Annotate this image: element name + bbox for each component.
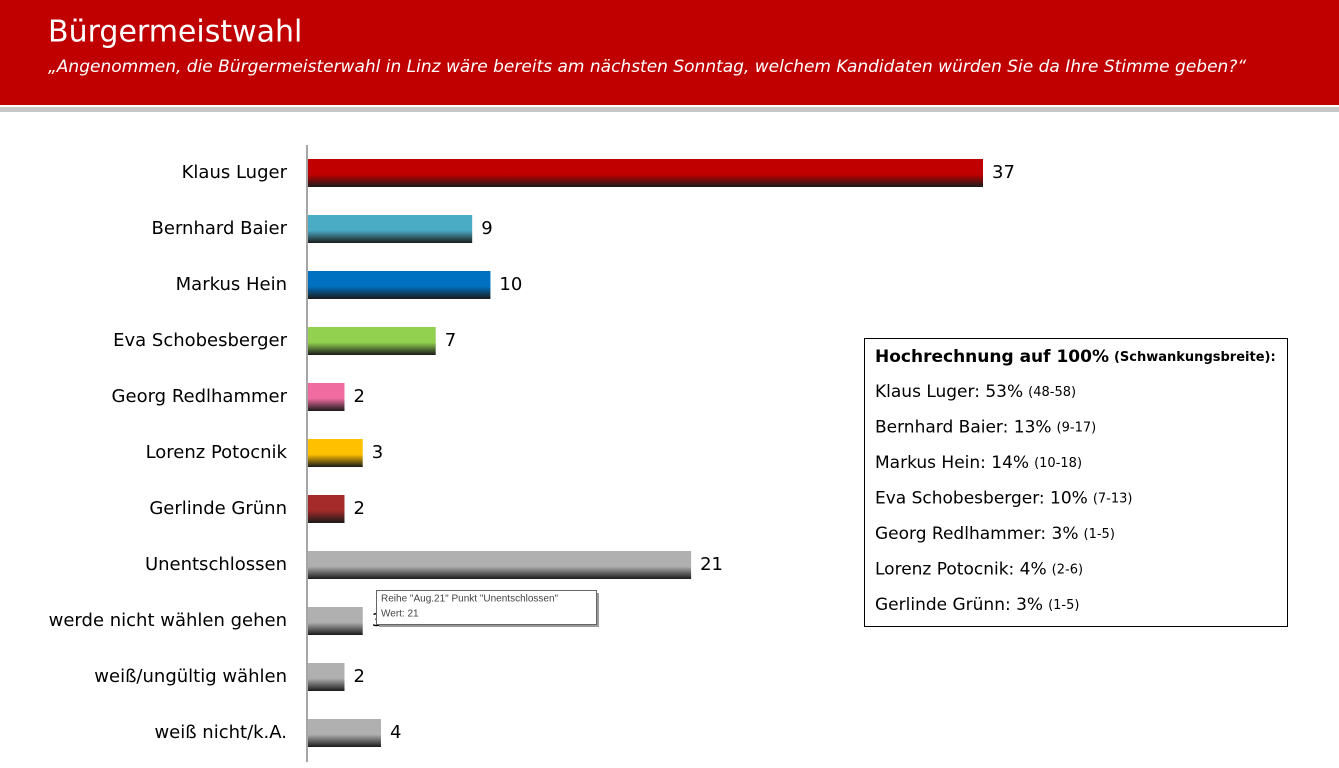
value-label: 10	[499, 274, 522, 295]
bar	[308, 159, 983, 187]
tooltip-line: Wert: 21	[381, 609, 419, 620]
info-box-row: Lorenz Potocnik: 4% (2-6)	[875, 560, 1083, 580]
row-range: (1-5)	[1048, 598, 1079, 613]
bar	[308, 551, 692, 579]
info-box-content: Hochrechnung auf 100% (Schwankungsbreite)…	[875, 347, 1276, 615]
bar	[308, 719, 381, 747]
row-text: Klaus Luger: 53%	[875, 382, 1023, 402]
row-text: Lorenz Potocnik: 4%	[875, 560, 1047, 580]
row-range: (1-5)	[1084, 527, 1115, 542]
category-label: Lorenz Potocnik	[146, 442, 288, 463]
chart-subtitle: „Angenommen, die Bürgermeisterwahl in Li…	[48, 57, 1246, 77]
value-label: 2	[353, 498, 364, 519]
bar	[308, 607, 363, 635]
info-box	[864, 338, 1288, 627]
row-text: Georg Redlhammer: 3%	[875, 524, 1079, 544]
info-box-row: Gerlinde Grünn: 3% (1-5)	[875, 595, 1079, 615]
row-range: (7-13)	[1093, 491, 1133, 506]
value-label: 37	[992, 162, 1015, 183]
info-box-row: Klaus Luger: 53% (48-58)	[875, 382, 1076, 402]
chart-title: Bürgermeistwahl	[48, 15, 302, 50]
value-label: 2	[353, 386, 364, 407]
tooltip: Reihe "Aug.21" Punkt "Unentschlossen" Wer…	[376, 590, 599, 627]
category-label: Unentschlossen	[145, 554, 287, 575]
row-text: Bernhard Baier: 13%	[875, 418, 1052, 438]
bar	[308, 495, 345, 523]
tooltip-box	[376, 590, 597, 625]
category-label: Markus Hein	[176, 274, 287, 295]
info-box-row: Bernhard Baier: 13% (9-17)	[875, 418, 1096, 438]
category-label: Eva Schobesberger	[113, 330, 287, 351]
bar	[308, 383, 345, 411]
info-box-row: Georg Redlhammer: 3% (1-5)	[875, 524, 1115, 544]
value-label: 21	[700, 554, 723, 575]
category-label: weiß/ungültig wählen	[94, 666, 287, 687]
info-box-title: Hochrechnung auf 100% (Schwankungsbreite)…	[875, 347, 1276, 367]
category-label: Bernhard Baier	[152, 218, 288, 239]
bar	[308, 439, 363, 467]
tooltip-line: Reihe "Aug.21" Punkt "Unentschlossen"	[381, 594, 559, 605]
value-label: 2	[353, 666, 364, 687]
category-label: Klaus Luger	[182, 162, 288, 183]
row-text: Markus Hein: 14%	[875, 453, 1029, 473]
category-label: weiß nicht/k.A.	[154, 722, 287, 743]
value-label: 4	[390, 722, 401, 743]
bar	[308, 215, 473, 243]
category-label: werde nicht wählen gehen	[49, 610, 287, 631]
bar	[308, 327, 436, 355]
row-text: Eva Schobesberger: 10%	[875, 489, 1088, 509]
bar	[308, 271, 491, 299]
row-range: (2-6)	[1052, 562, 1083, 577]
value-label: 9	[481, 218, 492, 239]
row-range: (9-17)	[1057, 420, 1097, 435]
row-range: (48-58)	[1028, 385, 1076, 400]
header-band	[0, 0, 1339, 105]
value-label: 7	[445, 330, 456, 351]
info-box-title-note: (Schwankungsbreite):	[1114, 350, 1276, 365]
info-box-title-main: Hochrechnung auf 100%	[875, 347, 1109, 367]
info-box-row: Eva Schobesberger: 10% (7-13)	[875, 489, 1133, 509]
value-label: 3	[372, 442, 383, 463]
row-range: (10-18)	[1034, 456, 1082, 471]
info-box-row: Markus Hein: 14% (10-18)	[875, 453, 1082, 473]
row-text: Gerlinde Grünn: 3%	[875, 595, 1043, 615]
category-label: Gerlinde Grünn	[149, 498, 287, 519]
header-rule	[0, 107, 1339, 112]
bar	[308, 663, 345, 691]
category-label: Georg Redlhammer	[112, 386, 288, 407]
